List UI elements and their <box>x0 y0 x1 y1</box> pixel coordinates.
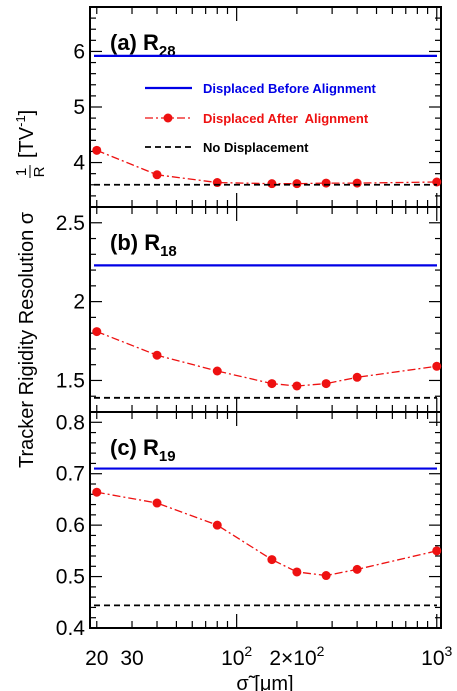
data-point <box>432 361 442 371</box>
x-axis-title: σ̃ [μm] <box>236 673 293 691</box>
data-point <box>267 379 277 389</box>
y-tick-label: 0.4 <box>56 617 86 640</box>
data-point <box>292 381 302 391</box>
data-point <box>152 498 162 508</box>
data-point <box>352 178 362 188</box>
panel-label: (c) R19 <box>110 435 176 465</box>
y-axis-title-frac-num: 1 <box>13 168 30 176</box>
x-tick-label: 20 <box>85 647 108 670</box>
data-point <box>292 179 302 189</box>
y-tick-label: 6 <box>73 40 85 63</box>
x-tick-label: 30 <box>120 647 143 670</box>
panel-label: (b) R18 <box>110 230 177 260</box>
y-tick-label: 1.5 <box>56 369 85 392</box>
data-point <box>152 170 162 180</box>
data-point <box>292 567 302 577</box>
data-point <box>212 366 222 376</box>
data-point <box>321 571 331 581</box>
y-tick-label: 4 <box>73 152 85 175</box>
y-tick-label: 5 <box>73 96 85 119</box>
series-after-alignment <box>96 330 437 387</box>
series-after-alignment <box>96 491 437 577</box>
y-axis-title-frac-den: R <box>31 166 48 177</box>
y-tick-label: 0.5 <box>56 566 85 589</box>
x-tick-label: 103 <box>421 643 452 670</box>
y-axis-title-unit: [TV-1] <box>13 110 38 158</box>
y-axis-title: Tracker Rigidity Resolution σ 1 R [TV-1] <box>13 110 48 468</box>
data-point <box>92 145 102 155</box>
x-tick-label: 102 <box>221 643 252 670</box>
series-after-alignment <box>96 149 437 185</box>
y-tick-label: 0.8 <box>56 411 85 434</box>
data-point <box>321 379 331 389</box>
y-tick-label: 2.5 <box>56 212 85 235</box>
data-point <box>321 178 331 188</box>
data-point <box>92 487 102 497</box>
y-tick-label: 0.7 <box>56 463 85 486</box>
data-point <box>352 564 362 574</box>
data-point <box>212 520 222 530</box>
y-tick-label: 0.6 <box>56 514 85 537</box>
data-point <box>212 178 222 188</box>
data-point <box>432 546 442 556</box>
legend-entry-label: No Displacement <box>203 140 309 155</box>
data-point <box>92 327 102 337</box>
y-axis-title-main: Tracker Rigidity Resolution σ <box>16 211 38 468</box>
legend-entry-label: Displaced Before Alignment <box>203 81 377 96</box>
legend-marker <box>163 113 173 123</box>
y-tick-label: 2 <box>73 291 85 314</box>
legend-entry-label: Displaced After Alignment <box>203 111 369 126</box>
panel-frame <box>89 411 442 629</box>
data-point <box>267 179 277 189</box>
data-point <box>352 372 362 382</box>
data-point <box>152 350 162 360</box>
x-tick-label: 2×102 <box>269 643 324 670</box>
data-point <box>267 555 277 565</box>
